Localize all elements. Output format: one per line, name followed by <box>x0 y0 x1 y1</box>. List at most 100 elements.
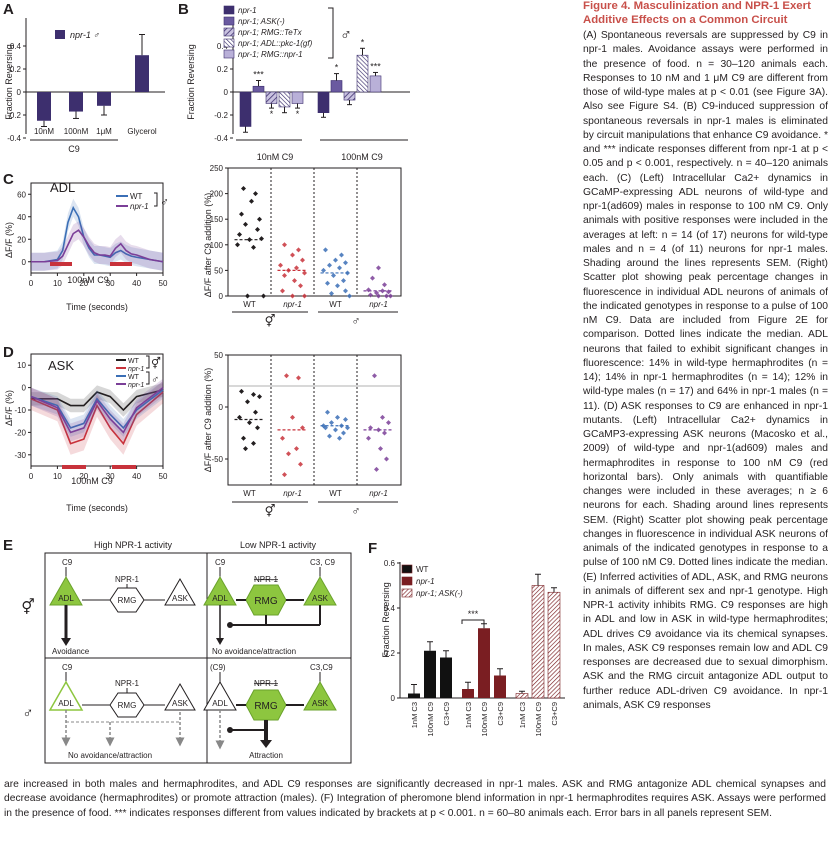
ds-points-point <box>341 430 346 436</box>
ds-points-point <box>257 394 262 400</box>
ds-points-point <box>378 446 383 452</box>
panel-a-group: C9 <box>68 144 80 154</box>
cs-points-point <box>292 278 297 284</box>
panel-c-stim-bar-1 <box>50 262 72 266</box>
cs-points-point <box>294 265 299 271</box>
ds-points-point <box>325 409 330 415</box>
d-lines-xtick: 30 <box>106 472 115 481</box>
panel-f-bar <box>494 675 506 698</box>
ds-points-point <box>237 414 242 420</box>
ds-points-point <box>329 420 334 426</box>
panel-b-bar <box>343 91 356 101</box>
cs-points-point <box>302 270 307 276</box>
panel-d-legend-item: WT <box>128 358 140 365</box>
panel-b-ytick: 0.4 <box>217 42 229 51</box>
panel-a-xlabel: 10nM <box>34 127 54 136</box>
panel-b-star: *** <box>370 61 381 71</box>
cs-points-point <box>253 191 258 197</box>
cs-points-point <box>249 198 254 204</box>
e2-output: No avoidance/attraction <box>212 647 296 656</box>
e2-rmg: RMG <box>254 596 278 607</box>
figure-caption-body: (A) Spontaneous reversals are suppressed… <box>583 30 828 711</box>
panel-c-scatter-xlabels: WT npr-1 WT npr-1 <box>243 300 387 309</box>
ds-points-point <box>245 399 250 405</box>
panel-e-cell-male-high: C9 ADL NPR-1 RMG ASK No avoidance/attrac… <box>48 663 196 760</box>
cs-points-ytick: 100 <box>210 241 224 250</box>
e4-output: Attraction <box>249 751 283 760</box>
panel-c-legend-sex: ♂ <box>160 195 169 209</box>
ds-points-point <box>337 435 342 441</box>
panel-a-ytick: 0.4 <box>10 42 22 51</box>
panel-d-legend-item: WT <box>128 374 140 381</box>
e2-c9: C9 <box>215 558 226 567</box>
panel-e-label: E <box>3 537 13 554</box>
panel-c-scatter-points <box>234 185 394 299</box>
panel-b-group1: 10nM C9 <box>257 152 294 162</box>
panel-d-npr1-male-line <box>30 386 164 434</box>
panel-a-label: A <box>3 1 14 18</box>
d-lines-xtick: 20 <box>79 472 88 481</box>
panel-a-xlabels: 10nM 100nM 1μM Glycerol <box>34 127 157 136</box>
ds-points-point <box>345 425 350 431</box>
panel-a-xlabel: 100nM <box>64 127 89 136</box>
panel-f-ytick: 0.4 <box>384 604 396 613</box>
panel-c-xlabel: Time (seconds) <box>66 302 128 312</box>
e1-ask-triangle <box>164 577 196 606</box>
ds-points-point <box>380 414 385 420</box>
panel-f-label: F <box>368 540 377 557</box>
cs-points-point <box>259 236 264 242</box>
panel-a-ytick: -0.2 <box>7 111 21 120</box>
e1-output: Avoidance <box>52 647 90 656</box>
panel-c-xticks: 0 10 20 30 40 50 <box>29 273 168 288</box>
panel-e-col2: Low NPR-1 activity <box>240 540 317 550</box>
cs-points-point <box>282 273 287 279</box>
cs-points-xlabel: npr-1 <box>369 300 388 309</box>
c-lines-xtick: 20 <box>79 279 88 288</box>
ds-points-point <box>366 435 371 441</box>
panel-b-ytick: 0.2 <box>217 65 229 74</box>
cs-points-point <box>241 185 246 191</box>
c-lines-ytick: 40 <box>17 213 26 222</box>
cs-points-point <box>261 293 266 299</box>
panel-d-scatter-yticks: 50 0 -50 <box>211 351 228 464</box>
panel-b-legend-swatch <box>223 27 235 37</box>
panel-b-legend-swatch <box>223 16 235 26</box>
panel-b-legend-swatch <box>223 38 235 48</box>
cs-points-point <box>321 267 326 273</box>
panel-b-ytick: -0.4 <box>214 134 228 143</box>
panel-d: D ASK ΔF/F (%) 100-10-20-30 0 10 20 30 40 50 … <box>3 344 168 513</box>
cs-points-point <box>300 257 305 263</box>
panel-f-yticks: 0.6 0.4 0.2 0 <box>384 559 400 703</box>
panel-b-ylabel: Fraction Reversing <box>186 44 196 120</box>
ds-points-point <box>296 375 301 381</box>
cs-points-point <box>376 293 381 299</box>
ds-points-point <box>333 427 338 433</box>
panel-b-bars: **** ****** <box>239 37 382 133</box>
cs-points-point <box>341 278 346 284</box>
cs-points-point <box>376 265 381 271</box>
ds-points-point <box>372 373 377 379</box>
ds-points-xlabel: npr-1 <box>369 489 388 498</box>
panel-e: E High NPR-1 activity Low NPR-1 activity… <box>3 537 352 764</box>
c-lines-xtick: 40 <box>132 279 141 288</box>
c-lines-xtick: 50 <box>159 279 168 288</box>
ds-points-point <box>239 388 244 394</box>
panel-a-ytick: 0 <box>17 88 22 97</box>
cs-points-point <box>347 293 352 299</box>
panel-e-col1: High NPR-1 activity <box>94 540 173 550</box>
ds-points-point <box>294 446 299 452</box>
e4-ask-triangle <box>303 680 337 711</box>
ds-points-ytick: -50 <box>211 455 223 464</box>
panel-f-star: *** <box>468 609 479 619</box>
cs-points-point <box>333 257 338 263</box>
panel-b-bar <box>252 85 265 93</box>
ds-points-point <box>255 425 260 431</box>
panel-a-xlabel: Glycerol <box>127 127 157 136</box>
e4-ask: ASK <box>312 699 329 708</box>
e3-ask: ASK <box>172 699 189 708</box>
cs-points-ytick: 200 <box>210 190 224 199</box>
panel-f-xlabel: C3+C9 <box>442 702 451 726</box>
cs-points-point <box>243 221 248 227</box>
panel-c-label: C <box>3 171 14 188</box>
e2-inhibit-dot <box>227 622 233 628</box>
